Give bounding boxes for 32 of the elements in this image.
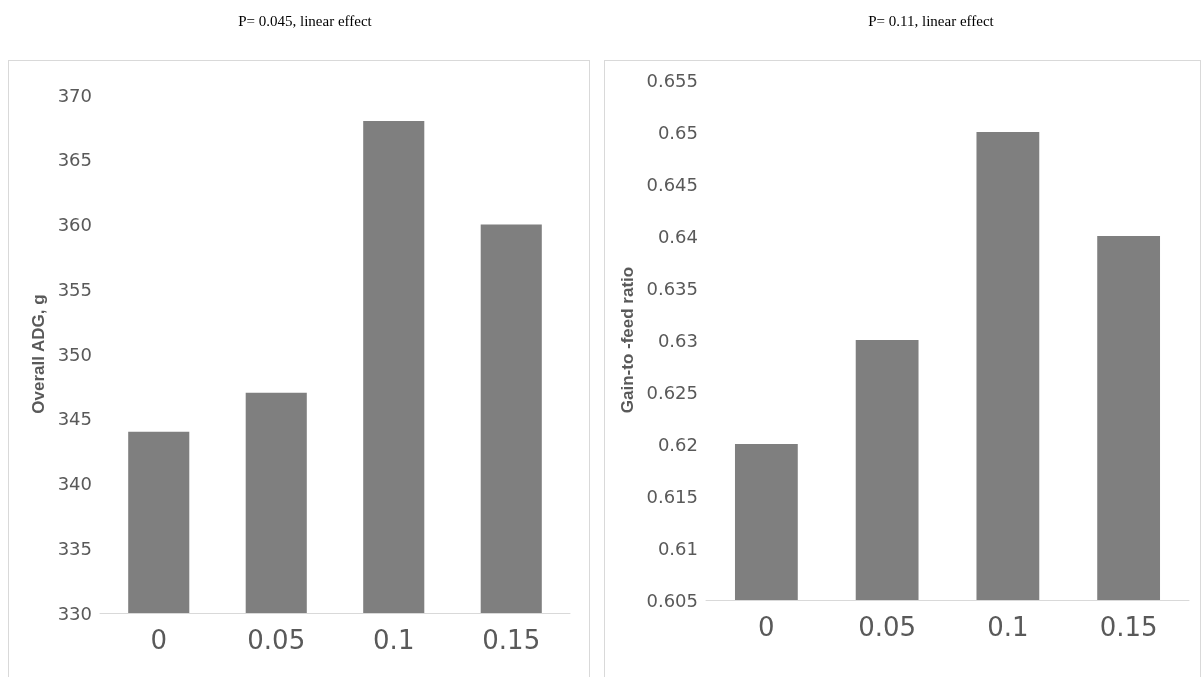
- y-tick-label: 0.65: [657, 121, 698, 143]
- y-tick-label: 340: [57, 473, 92, 494]
- y-axis-title: Overall ADG, g: [28, 294, 48, 414]
- y-tick-label: 365: [57, 149, 92, 171]
- y-tick-label: 0.605: [646, 589, 698, 611]
- x-tick-label: 0.05: [858, 612, 917, 642]
- y-tick-label: 360: [57, 214, 92, 235]
- y-tick-label: 0.62: [657, 433, 698, 455]
- y-tick-label: 0.635: [646, 277, 698, 299]
- y-tick-label: 0.655: [646, 69, 698, 91]
- x-tick-label: 0.05: [247, 625, 306, 655]
- y-tick-label: 330: [57, 602, 92, 624]
- x-tick-label: 0.1: [987, 612, 1029, 642]
- y-tick-label: 0.645: [646, 173, 698, 195]
- y-tick-label: 0.64: [657, 225, 698, 247]
- y-tick-label: 0.625: [646, 381, 698, 403]
- y-tick-label: 350: [57, 343, 92, 365]
- x-tick-label: 0.15: [482, 625, 541, 655]
- x-tick-label: 0.1: [373, 625, 415, 655]
- x-tick-label: 0: [150, 625, 168, 655]
- y-tick-label: 0.61: [657, 537, 698, 559]
- chart-title: P= 0.11, linear effect: [868, 12, 995, 29]
- y-tick-label: 0.63: [657, 329, 698, 351]
- y-tick-label: 335: [57, 537, 92, 559]
- y-tick-label: 0.615: [646, 485, 698, 507]
- y-tick-label: 345: [57, 408, 92, 430]
- x-tick-label: 0.15: [1099, 612, 1158, 642]
- x-tick-label: 0: [758, 612, 775, 642]
- y-tick-label: 370: [57, 84, 92, 106]
- y-tick-label: 355: [57, 278, 92, 300]
- y-axis-title: Gain-to -feed ratio: [617, 266, 637, 414]
- chart-title: P= 0.045, linear effect: [238, 12, 373, 29]
